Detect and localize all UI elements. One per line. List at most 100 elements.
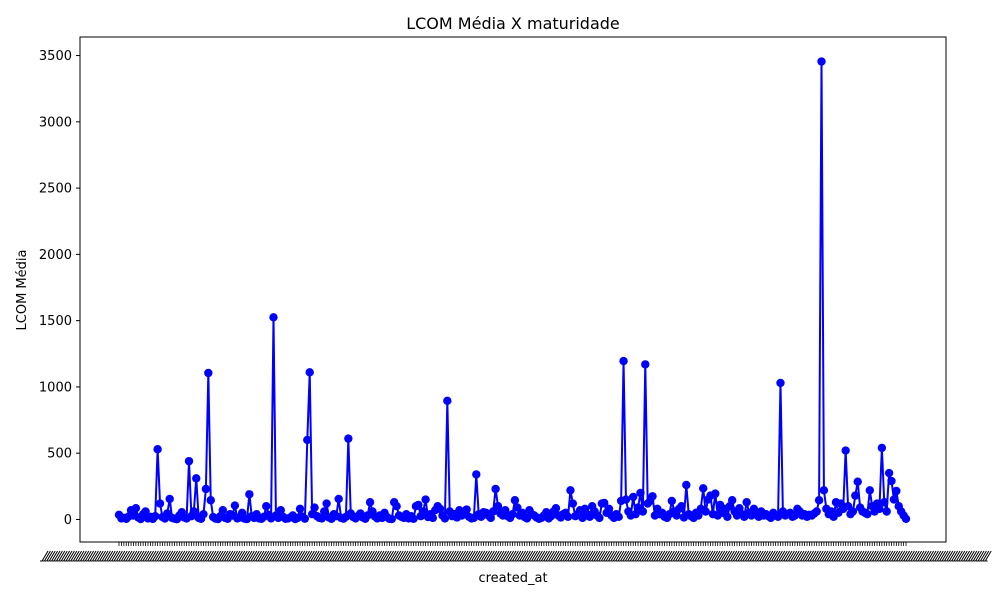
x-tick-label-stroke [691,550,699,562]
x-tick-label-stroke [247,550,255,562]
x-tick-label-stroke [703,550,711,562]
data-point [153,445,162,454]
data-point [817,57,826,66]
x-tick-label-stroke [562,550,570,562]
x-tick-label-stroke [504,550,512,562]
x-tick-label-stroke [447,550,455,562]
x-tick-label-stroke [598,550,606,562]
x-tick-label-stroke [711,550,719,562]
x-tick-label-stroke [833,550,841,562]
data-point [262,502,271,511]
x-tick-label-stroke [778,550,786,562]
x-tick-label-stroke [864,550,872,562]
data-point [488,507,498,516]
x-tick-label-stroke [43,550,51,562]
x-tick-label-stroke [163,550,171,562]
data-point [723,512,732,522]
x-tick-label-stroke [550,550,558,562]
x-tick-label-stroke [723,550,731,562]
y-tick-label: 0 [64,513,72,528]
x-tick-label-stroke [187,550,195,562]
x-tick-label-stroke [79,550,87,562]
x-tick-label-stroke [502,550,510,562]
x-tick-label-stroke [603,550,611,562]
x-tick-label-stroke [766,550,774,562]
x-tick-label-stroke [271,550,279,562]
x-tick-label-stroke [963,550,971,562]
x-tick-label-stroke [238,550,246,562]
x-tick-label-stroke [283,550,291,562]
data-point [201,484,211,494]
x-tick-label-stroke [195,550,203,562]
x-tick-label-stroke [451,550,459,562]
data-point [428,513,438,523]
y-tick-label: 3500 [39,49,72,64]
x-tick-label-stroke [130,550,138,562]
y-axis-label: LCOM Média [15,250,30,331]
x-tick-label-stroke [264,550,272,562]
x-tick-label-stroke [663,550,671,562]
data-point [199,509,208,519]
data-point [889,495,899,504]
x-tick-label-stroke [749,550,757,562]
x-tick-label-stroke [387,550,395,562]
x-tick-label-stroke [802,550,810,562]
x-tick-label-stroke [744,550,752,562]
x-tick-label-stroke [466,550,474,562]
x-tick-label-stroke [958,550,966,562]
x-tick-label-stroke [348,550,356,562]
data-point [814,496,824,505]
x-tick-label-stroke [617,550,625,562]
data-point [204,368,213,378]
x-tick-label-stroke [915,550,923,562]
data-point [694,511,703,520]
x-tick-label-stroke [490,550,498,562]
x-tick-label-stroke [867,550,875,562]
x-tick-label-stroke [790,550,798,562]
chart-title: LCOM Média X maturidade [406,14,620,33]
x-tick-label-stroke [327,550,335,562]
x-tick-label-stroke [425,550,433,562]
x-tick-label-stroke [768,550,776,562]
data-point [773,512,783,522]
x-tick-label-stroke [975,550,983,562]
x-tick-label-stroke [634,550,642,562]
x-tick-label-stroke [922,550,930,562]
x-tick-label-stroke [192,550,200,562]
data-point [387,514,396,524]
x-tick-label-stroke [127,550,135,562]
data-point [701,507,710,516]
x-tick-label-stroke [125,550,133,562]
x-tick-label-stroke [103,550,111,562]
x-tick-label-stroke [579,550,587,562]
x-tick-label-stroke [943,550,951,562]
x-tick-label-stroke [243,550,251,562]
data-point [334,494,343,504]
x-tick-label-stroke [255,550,263,562]
data-point [184,456,194,466]
x-tick-label-stroke [931,550,939,562]
data-point [414,500,423,510]
x-tick-label-stroke [924,550,932,562]
plot-frame [79,36,947,543]
x-tick-label-stroke [903,550,911,562]
x-tick-label-stroke [175,550,183,562]
x-tick-label-stroke [149,550,157,562]
x-tick-label-stroke [881,550,889,562]
x-tick-label-stroke [588,550,596,562]
x-tick-label-stroke [665,550,673,562]
x-tick-label-stroke [96,550,104,562]
x-tick-label-stroke [151,550,159,562]
x-tick-label-stroke [408,550,416,562]
x-tick-label-stroke [250,550,258,562]
x-tick-label-stroke [77,550,85,562]
x-tick-label-stroke [298,550,306,562]
x-tick-label-stroke [173,550,181,562]
x-tick-label-stroke [739,550,747,562]
x-tick-label-stroke [132,550,140,562]
x-tick-label-stroke [612,550,620,562]
x-tick-label-stroke [679,550,687,562]
data-point [317,514,326,523]
x-tick-label-stroke [727,550,735,562]
x-tick-label-stroke [420,550,428,562]
